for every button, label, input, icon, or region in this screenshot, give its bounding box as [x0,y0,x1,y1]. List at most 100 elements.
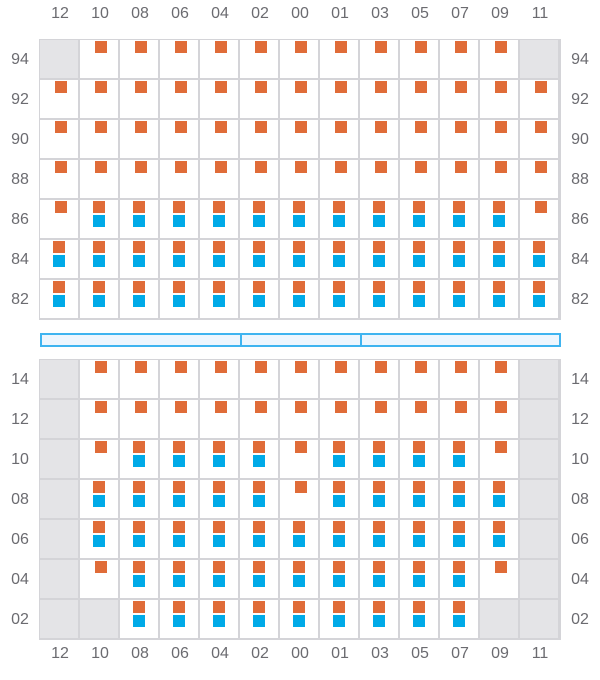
slot-cell[interactable] [320,80,360,120]
slot-cell[interactable] [120,160,160,200]
slot-cell[interactable] [80,560,120,600]
slot-cell[interactable] [80,40,120,80]
slot-cell[interactable] [320,240,360,280]
slot-cell[interactable] [240,600,280,640]
slot-cell[interactable] [480,480,520,520]
slot-cell[interactable] [360,240,400,280]
slot-cell[interactable] [280,480,320,520]
slot-cell[interactable] [480,40,520,80]
slot-cell[interactable] [200,440,240,480]
slot-cell[interactable] [400,400,440,440]
slot-cell[interactable] [120,520,160,560]
slot-cell[interactable] [320,160,360,200]
slot-cell[interactable] [120,400,160,440]
slot-cell[interactable] [200,560,240,600]
slot-cell[interactable] [480,280,520,320]
slot-cell[interactable] [280,400,320,440]
slot-cell[interactable] [200,480,240,520]
slot-cell[interactable] [80,360,120,400]
slot-cell[interactable] [360,400,400,440]
slot-cell[interactable] [360,360,400,400]
slot-cell[interactable] [320,120,360,160]
slot-cell[interactable] [80,80,120,120]
slot-cell[interactable] [320,480,360,520]
slot-cell[interactable] [440,80,480,120]
slot-cell[interactable] [360,80,400,120]
slot-cell[interactable] [440,200,480,240]
slot-cell[interactable] [280,440,320,480]
slot-cell[interactable] [200,80,240,120]
slot-cell[interactable] [360,440,400,480]
slot-cell[interactable] [360,480,400,520]
slot-cell[interactable] [280,280,320,320]
slot-cell[interactable] [200,600,240,640]
slot-cell[interactable] [160,600,200,640]
slot-cell[interactable] [440,440,480,480]
slot-cell[interactable] [400,360,440,400]
slot-cell[interactable] [120,440,160,480]
slot-cell[interactable] [320,440,360,480]
slot-cell[interactable] [440,40,480,80]
slot-cell[interactable] [480,440,520,480]
slot-cell[interactable] [400,120,440,160]
slot-cell[interactable] [280,600,320,640]
slot-cell[interactable] [120,560,160,600]
slot-cell[interactable] [440,560,480,600]
slot-cell[interactable] [360,160,400,200]
slot-cell[interactable] [400,440,440,480]
slot-cell[interactable] [240,200,280,240]
slot-cell[interactable] [200,240,240,280]
slot-cell[interactable] [280,200,320,240]
slot-cell[interactable] [240,360,280,400]
slot-cell[interactable] [120,80,160,120]
slot-cell[interactable] [80,240,120,280]
slot-cell[interactable] [400,520,440,560]
slot-cell[interactable] [240,120,280,160]
slot-cell[interactable] [400,240,440,280]
slot-cell[interactable] [400,40,440,80]
slot-cell[interactable] [320,280,360,320]
slot-cell[interactable] [280,40,320,80]
slot-cell[interactable] [480,520,520,560]
slot-cell[interactable] [200,160,240,200]
slot-cell[interactable] [280,520,320,560]
slot-cell[interactable] [160,120,200,160]
slot-cell[interactable] [240,440,280,480]
slot-cell[interactable] [520,80,560,120]
slot-cell[interactable] [240,40,280,80]
slot-cell[interactable] [240,280,280,320]
slot-cell[interactable] [520,200,560,240]
slot-cell[interactable] [400,280,440,320]
slot-cell[interactable] [280,560,320,600]
slot-cell[interactable] [280,120,320,160]
slot-cell[interactable] [80,200,120,240]
slot-cell[interactable] [80,520,120,560]
slot-cell[interactable] [280,80,320,120]
slot-cell[interactable] [440,600,480,640]
slot-cell[interactable] [240,240,280,280]
slot-cell[interactable] [400,560,440,600]
slot-cell[interactable] [120,240,160,280]
slot-cell[interactable] [240,400,280,440]
slot-cell[interactable] [80,400,120,440]
slot-cell[interactable] [160,440,200,480]
slot-cell[interactable] [160,280,200,320]
slot-cell[interactable] [320,600,360,640]
slot-cell[interactable] [200,120,240,160]
slot-cell[interactable] [120,120,160,160]
slot-cell[interactable] [200,280,240,320]
slot-cell[interactable] [400,200,440,240]
slot-cell[interactable] [40,200,80,240]
slot-cell[interactable] [120,40,160,80]
slot-cell[interactable] [200,400,240,440]
slot-cell[interactable] [240,520,280,560]
slot-cell[interactable] [520,280,560,320]
slot-cell[interactable] [320,560,360,600]
slot-cell[interactable] [40,80,80,120]
slot-cell[interactable] [400,480,440,520]
slot-cell[interactable] [360,560,400,600]
slot-cell[interactable] [280,240,320,280]
slot-cell[interactable] [160,360,200,400]
slot-cell[interactable] [320,40,360,80]
slot-cell[interactable] [440,280,480,320]
